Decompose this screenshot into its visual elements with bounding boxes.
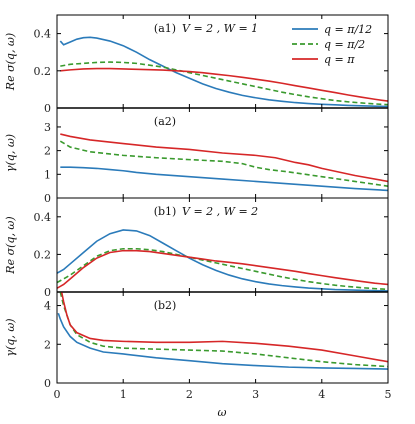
x-tick-label: 5 xyxy=(385,388,392,401)
y-tick-label-a2: 0 xyxy=(44,192,51,205)
series-line-b1-2 xyxy=(57,247,388,291)
y-axis-label-a2: γ(q, ω) xyxy=(4,134,17,172)
x-tick-label: 1 xyxy=(120,388,127,401)
x-tick-labels: 0 1 2 3 4 5 xyxy=(54,388,392,401)
panel-tag-b2: (b2) xyxy=(154,299,177,312)
series-line-b1-1 xyxy=(57,229,388,292)
plot-frame-b2 xyxy=(56,291,389,384)
legend-label-1: q = π/12 xyxy=(324,23,372,36)
legend-label-2: q = π/2 xyxy=(324,38,365,51)
panel-b1: 0 0.2 0.4 Re σ(q, ω) (b1) V = 2 , W = 2 xyxy=(4,197,389,299)
panel-title-a1: V = 2 , W = 1 xyxy=(182,22,258,35)
series-line-b2-3 xyxy=(60,292,388,363)
panel-tag-a1: (a1) xyxy=(154,22,176,35)
panel-tag-a2: (a2) xyxy=(154,115,176,128)
series-line-a2-2 xyxy=(59,140,388,187)
y-tick-label-a1: 0.4 xyxy=(34,28,52,41)
y-tick-label-b2: 2 xyxy=(44,338,51,351)
panels: 0 0.2 0.4 Re σ(q, ω) (a1) V = 2 , W = 1 0 1 2 3 γ(… xyxy=(4,14,392,401)
y-tick-label-b1: 0 xyxy=(44,286,51,299)
series-line-b1-3 xyxy=(57,249,388,289)
x-tick-label: 2 xyxy=(186,388,193,401)
panel-tag-b1: (b1) xyxy=(154,205,177,218)
series-line-b2-2 xyxy=(59,292,388,368)
series-line-b2-1 xyxy=(57,313,388,370)
series-line-a2-1 xyxy=(60,166,388,192)
panel-title-b1: V = 2 , W = 2 xyxy=(182,205,258,218)
legend: q = π/12 q = π/2 q = π xyxy=(292,23,372,66)
panel-a2: 0 1 2 3 γ(q, ω) (a2) xyxy=(4,107,389,205)
y-tick-label-a2: 2 xyxy=(44,145,51,158)
x-tick-label: 0 xyxy=(54,388,61,401)
x-tick-label: 3 xyxy=(252,388,259,401)
y-tick-label-b2: 0 xyxy=(44,377,51,390)
y-tick-label-b2: 4 xyxy=(44,300,51,313)
y-axis-label-a1: Re σ(q, ω) xyxy=(4,33,17,91)
y-tick-label-a2: 3 xyxy=(44,121,51,134)
y-axis-label-b2: γ(q, ω) xyxy=(4,318,17,356)
legend-label-3: q = π xyxy=(324,53,355,66)
series-line-a1-2 xyxy=(60,61,388,106)
x-axis-label: ω xyxy=(218,406,227,419)
series-line-a1-1 xyxy=(59,36,388,108)
y-tick-label-a1: 0 xyxy=(44,102,51,115)
y-tick-label-a2: 1 xyxy=(44,168,51,181)
y-tick-label-b1: 0.2 xyxy=(34,248,52,261)
series-line-a1-3 xyxy=(60,67,388,102)
series-line-a2-3 xyxy=(60,133,388,183)
y-tick-label-a1: 0.2 xyxy=(34,65,52,78)
panel-b2: 0 2 4 γ(q, ω) (b2) xyxy=(4,291,389,390)
y-tick-label-b1: 0.4 xyxy=(34,211,52,224)
y-axis-label-b1: Re σ(q, ω) xyxy=(4,216,17,274)
x-tick-label: 4 xyxy=(318,388,325,401)
